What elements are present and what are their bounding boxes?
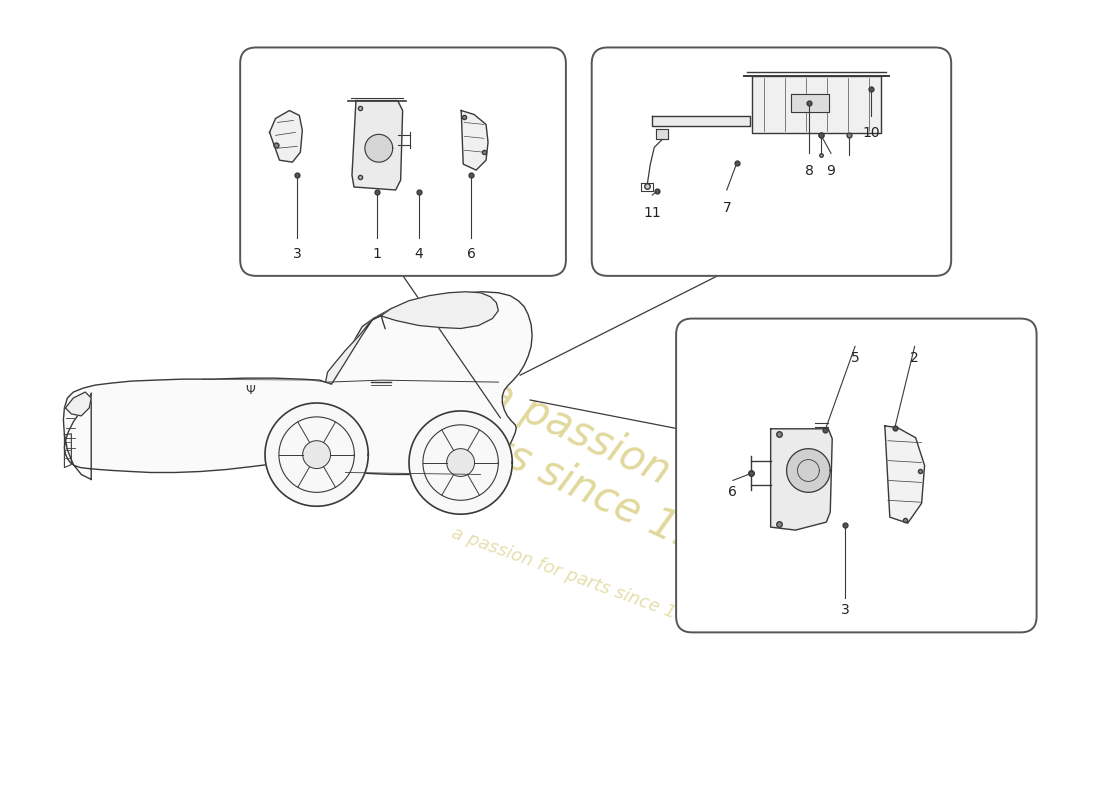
Polygon shape bbox=[382, 292, 498, 329]
Text: 9: 9 bbox=[826, 164, 836, 178]
Text: 1: 1 bbox=[373, 247, 382, 261]
Polygon shape bbox=[409, 411, 513, 514]
Polygon shape bbox=[447, 449, 474, 477]
Text: 5: 5 bbox=[850, 351, 859, 366]
Polygon shape bbox=[265, 403, 368, 506]
Polygon shape bbox=[657, 130, 668, 139]
Text: 8: 8 bbox=[805, 164, 814, 178]
Text: a passion for
parts since 1985: a passion for parts since 1985 bbox=[424, 355, 777, 584]
Polygon shape bbox=[751, 76, 881, 134]
Polygon shape bbox=[786, 449, 830, 492]
Polygon shape bbox=[64, 292, 532, 481]
Polygon shape bbox=[270, 110, 302, 162]
Polygon shape bbox=[771, 429, 833, 530]
Text: 3: 3 bbox=[293, 247, 301, 261]
Polygon shape bbox=[365, 134, 393, 162]
Text: 6: 6 bbox=[728, 486, 737, 499]
Text: 10: 10 bbox=[862, 126, 880, 141]
Polygon shape bbox=[326, 315, 382, 384]
Text: 4: 4 bbox=[414, 247, 422, 261]
Text: 6: 6 bbox=[466, 247, 475, 261]
Polygon shape bbox=[652, 115, 749, 126]
Polygon shape bbox=[791, 94, 829, 112]
Polygon shape bbox=[884, 426, 925, 523]
Text: 2: 2 bbox=[911, 351, 918, 366]
Text: 11: 11 bbox=[644, 206, 661, 220]
Text: a passion for parts since 1985: a passion for parts since 1985 bbox=[449, 524, 711, 634]
Text: 3: 3 bbox=[840, 602, 849, 617]
FancyBboxPatch shape bbox=[240, 47, 565, 276]
Text: 7: 7 bbox=[723, 201, 732, 215]
FancyBboxPatch shape bbox=[592, 47, 952, 276]
Polygon shape bbox=[352, 101, 403, 190]
Polygon shape bbox=[302, 441, 330, 469]
Text: Ψ: Ψ bbox=[245, 383, 255, 397]
FancyBboxPatch shape bbox=[676, 318, 1036, 632]
Polygon shape bbox=[461, 110, 488, 170]
Polygon shape bbox=[65, 392, 91, 416]
